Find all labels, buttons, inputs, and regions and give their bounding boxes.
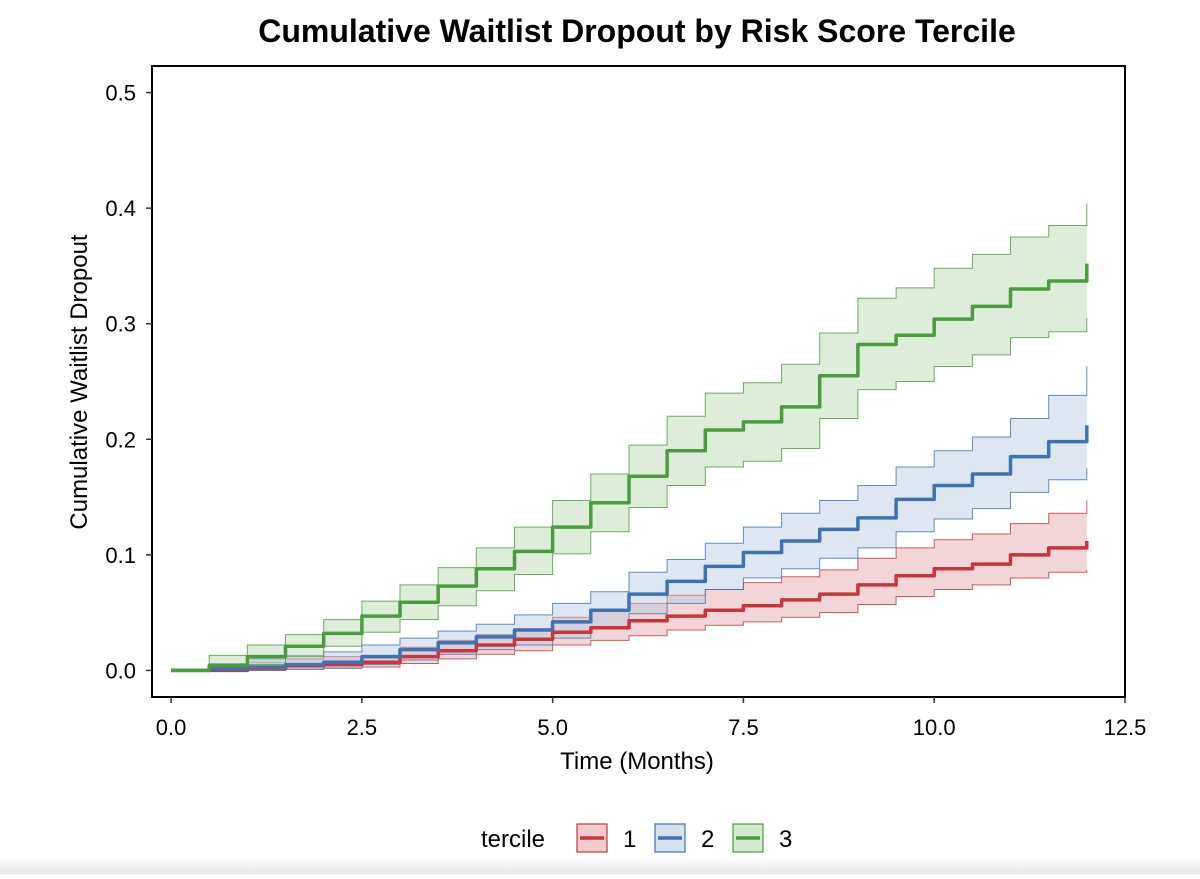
bottom-fade: [0, 856, 1200, 874]
line-tercile-2: [171, 425, 1089, 673]
legend-title: tercile: [481, 826, 545, 853]
ci-lower-tercile-3: [171, 317, 1088, 671]
plot-frame: [151, 65, 1126, 698]
y-tick-label: 0.3: [105, 312, 136, 337]
x-tick-label: 2.5: [347, 715, 378, 740]
x-tick-label: 12.5: [1104, 715, 1147, 740]
series-layer: [171, 203, 1089, 673]
legend: tercile 1 2 3: [481, 823, 792, 853]
x-axis-title: Time (Months): [560, 748, 714, 775]
x-tick-label: 0.0: [156, 715, 187, 740]
legend-item-tercile-2: 2: [654, 823, 714, 853]
y-tick-label: 0.4: [105, 196, 136, 221]
line-tercile-1: [171, 541, 1089, 673]
line-tercile-3: [171, 263, 1089, 673]
x-tick-label: 7.5: [728, 715, 759, 740]
y-tick-label: 0.1: [105, 543, 136, 568]
legend-label-tercile-3: 3: [779, 826, 792, 853]
legend-item-tercile-1: 1: [576, 823, 636, 853]
y-axis-title: Cumulative Waitlist Dropout: [66, 234, 93, 530]
legend-items: 1 2 3: [576, 823, 792, 853]
y-axis: 0.0 0.1 0.2 0.3 0.4 0.5: [105, 81, 152, 683]
y-tick-label: 0.0: [105, 658, 136, 683]
legend-item-tercile-3: 3: [732, 823, 792, 853]
y-tick-label: 0.5: [105, 81, 136, 106]
ci-upper-tercile-3: [171, 203, 1088, 671]
legend-label-tercile-2: 2: [701, 826, 714, 853]
x-tick-label: 10.0: [913, 715, 956, 740]
chart-title: Cumulative Waitlist Dropout by Risk Scor…: [258, 13, 1016, 49]
y-tick-label: 0.2: [105, 427, 136, 452]
legend-label-tercile-1: 1: [623, 826, 636, 853]
x-tick-label: 5.0: [537, 715, 568, 740]
x-axis: 0.0 2.5 5.0 7.5 10.0 12.5: [156, 697, 1147, 740]
